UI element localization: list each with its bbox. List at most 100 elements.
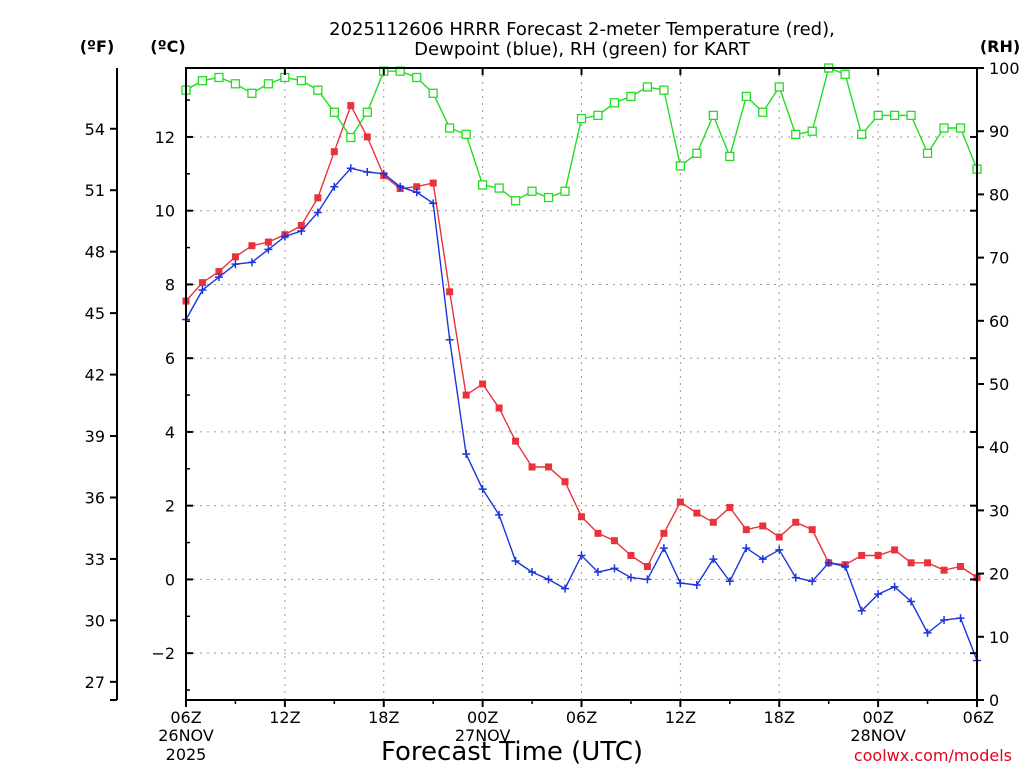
x-axis-label: Forecast Time (UTC) <box>381 737 643 767</box>
dewpoint-point <box>725 577 734 586</box>
rh-point <box>247 88 257 98</box>
temperature-point <box>198 279 206 287</box>
rh-point <box>346 132 356 143</box>
celsius-tick-label: 4 <box>165 423 175 442</box>
rh-point <box>329 107 339 117</box>
dewpoint-point <box>890 582 899 591</box>
celsius-unit-label: (ºC) <box>150 37 185 56</box>
date-label: 28NOV <box>850 726 906 745</box>
chart-title-line-1: 2025112606 HRRR Forecast 2-meter Tempera… <box>329 19 835 40</box>
celsius-tick-label: 0 <box>165 570 175 589</box>
rh-tick-label: 100 <box>989 59 1020 78</box>
chart-title-line-2: Dewpoint (blue), RH (green) for KART <box>414 39 751 60</box>
rh-point <box>494 183 504 193</box>
tick-marks <box>110 67 984 707</box>
rh-point <box>675 161 686 171</box>
rh-point <box>626 91 636 102</box>
dewpoint-point <box>462 450 471 459</box>
temperature-point <box>891 546 899 554</box>
rh-point <box>939 123 949 133</box>
temperature-point <box>775 533 783 541</box>
dewpoint-point <box>791 573 800 582</box>
x-tick-label: 00Z <box>862 708 893 727</box>
series-layer <box>181 63 982 665</box>
fahrenheit-tick-label: 48 <box>85 243 105 262</box>
rh-point <box>313 85 323 95</box>
temperature-point <box>462 391 470 399</box>
dewpoint-point <box>626 573 635 582</box>
rh-point <box>230 79 241 89</box>
dewpoint-point <box>692 580 701 589</box>
temperature-point <box>808 526 816 534</box>
rh-point <box>906 110 916 121</box>
dewpoint-point <box>742 544 751 553</box>
rh-point <box>791 129 801 140</box>
date-label: 26NOV <box>158 726 214 745</box>
temperature-point <box>643 563 651 571</box>
rh-tick-label: 90 <box>989 122 1009 141</box>
rh-tick-label: 80 <box>989 185 1009 204</box>
dewpoint-point <box>544 575 553 584</box>
source-credit: coolwx.com/models <box>854 746 1012 765</box>
dewpoint-point <box>280 232 289 241</box>
dewpoint-point <box>676 579 685 588</box>
rh-tick-label: 40 <box>989 438 1009 457</box>
series-temperature <box>182 102 981 582</box>
date-label: 27NOV <box>455 726 511 745</box>
temperature-point <box>924 559 932 567</box>
dewpoint-point <box>346 164 355 173</box>
dewpoint-point <box>956 614 965 623</box>
dewpoint-point <box>659 544 668 553</box>
rh-point <box>922 148 933 158</box>
fahrenheit-tick-label: 30 <box>85 611 105 630</box>
fahrenheit-tick-label: 42 <box>85 366 105 385</box>
rh-point <box>263 79 274 89</box>
dewpoint-point <box>412 188 421 197</box>
temperature-point <box>231 253 239 261</box>
rh-point <box>889 110 900 121</box>
temperature-point <box>858 551 866 559</box>
rh-point <box>807 126 817 136</box>
rh-point <box>642 82 653 92</box>
temperature-point <box>693 509 701 517</box>
rh-tick-label: 0 <box>989 691 999 710</box>
celsius-tick-label: 6 <box>165 349 175 368</box>
rh-point <box>741 91 751 102</box>
fahrenheit-tick-label: 39 <box>85 427 105 446</box>
temperature-point <box>545 463 553 471</box>
rh-point <box>412 72 422 83</box>
temperature-point <box>264 238 272 246</box>
rh-point <box>214 72 224 83</box>
rh-point <box>543 192 554 203</box>
rh-point <box>362 107 372 117</box>
rh-point <box>296 75 307 86</box>
temperature-point <box>759 522 767 530</box>
rh-point <box>560 186 570 196</box>
dewpoint-point <box>330 182 339 191</box>
dewpoint-point <box>511 556 520 565</box>
dewpoint-point <box>907 597 916 606</box>
rh-point <box>609 98 620 108</box>
dewpoint-point <box>824 558 833 567</box>
temperature-point <box>512 437 520 445</box>
celsius-tick-label: −2 <box>151 644 175 663</box>
dewpoint-point <box>247 258 256 267</box>
dewpoint-point <box>429 199 438 208</box>
fahrenheit-tick-label: 54 <box>85 120 105 139</box>
temperature-point <box>446 288 454 296</box>
dewpoint-point <box>379 169 388 178</box>
celsius-tick-label: 2 <box>165 497 175 516</box>
dewpoint-point <box>593 568 602 577</box>
rh-tick-label: 10 <box>989 628 1009 647</box>
dewpoint-point <box>857 606 866 615</box>
rh-point <box>510 196 521 206</box>
rh-tick-label: 20 <box>989 565 1009 584</box>
rh-point <box>758 107 768 117</box>
temperature-point <box>627 551 635 559</box>
fahrenheit-tick-label: 51 <box>85 181 105 200</box>
rh-point <box>527 186 537 196</box>
temperature-point <box>578 513 585 521</box>
dewpoint-point <box>874 590 883 599</box>
dewpoint-point <box>577 551 586 560</box>
